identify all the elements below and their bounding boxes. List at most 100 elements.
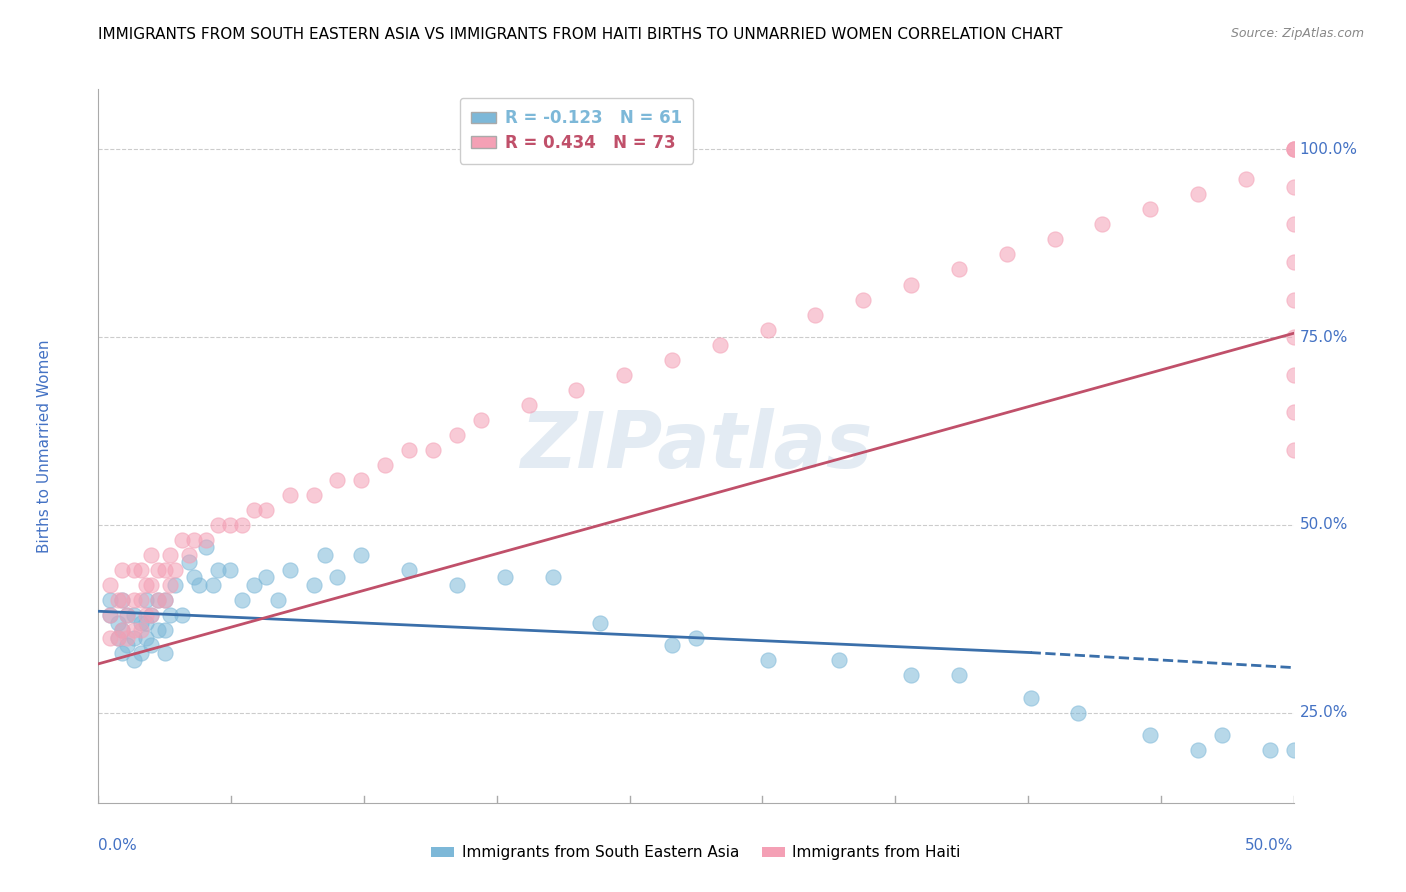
Point — [124, 631, 146, 645]
Point — [1282, 293, 1305, 307]
Point — [1043, 232, 1066, 246]
Point — [131, 593, 153, 607]
Point — [995, 247, 1018, 261]
Point — [1282, 330, 1305, 344]
Point — [517, 398, 540, 412]
Point — [243, 578, 266, 592]
Point — [398, 563, 420, 577]
Point — [131, 563, 153, 577]
Point — [756, 653, 779, 667]
Point — [111, 623, 134, 637]
Point — [135, 615, 157, 630]
Point — [163, 563, 186, 577]
Point — [139, 607, 162, 622]
Point — [124, 623, 146, 637]
Point — [589, 615, 612, 630]
Point — [541, 570, 564, 584]
Point — [398, 442, 420, 457]
Point — [124, 653, 146, 667]
Point — [98, 578, 122, 592]
Point — [207, 563, 229, 577]
Point — [422, 442, 444, 457]
Point — [254, 503, 277, 517]
Point — [1282, 743, 1305, 757]
Point — [183, 533, 205, 547]
Text: 0.0%: 0.0% — [98, 838, 138, 854]
Point — [131, 646, 153, 660]
Point — [159, 578, 181, 592]
Point — [326, 570, 349, 584]
Point — [163, 578, 186, 592]
Point — [446, 578, 468, 592]
Point — [111, 563, 134, 577]
Point — [1282, 442, 1305, 457]
Point — [194, 541, 217, 555]
Point — [219, 563, 242, 577]
Point — [315, 548, 337, 562]
Point — [613, 368, 636, 382]
Point — [1019, 690, 1042, 705]
Text: ZIPatlas: ZIPatlas — [520, 408, 872, 484]
Point — [1282, 142, 1305, 156]
Point — [685, 631, 707, 645]
Point — [98, 631, 122, 645]
Point — [350, 548, 373, 562]
Point — [1139, 202, 1161, 217]
Legend: Immigrants from South Eastern Asia, Immigrants from Haiti: Immigrants from South Eastern Asia, Immi… — [425, 839, 967, 866]
Point — [124, 607, 146, 622]
Point — [1282, 142, 1305, 156]
Point — [124, 563, 146, 577]
Point — [107, 631, 129, 645]
Point — [1187, 743, 1209, 757]
Point — [139, 548, 162, 562]
Point — [231, 593, 253, 607]
Point — [267, 593, 290, 607]
Point — [1187, 187, 1209, 202]
Point — [148, 623, 170, 637]
Point — [494, 570, 516, 584]
Point — [139, 578, 162, 592]
Point — [155, 593, 177, 607]
Point — [155, 646, 177, 660]
Point — [1211, 728, 1233, 742]
Point — [302, 488, 325, 502]
Point — [948, 262, 970, 277]
Point — [828, 653, 851, 667]
Point — [135, 578, 157, 592]
Point — [756, 322, 779, 336]
Text: 100.0%: 100.0% — [1299, 142, 1358, 157]
Point — [219, 517, 242, 532]
Point — [900, 668, 922, 682]
Point — [139, 638, 162, 652]
Point — [111, 593, 134, 607]
Text: IMMIGRANTS FROM SOUTH EASTERN ASIA VS IMMIGRANTS FROM HAITI BIRTHS TO UNMARRIED : IMMIGRANTS FROM SOUTH EASTERN ASIA VS IM… — [98, 27, 1063, 42]
Text: Source: ZipAtlas.com: Source: ZipAtlas.com — [1230, 27, 1364, 40]
Point — [159, 548, 181, 562]
Point — [107, 631, 129, 645]
Point — [111, 646, 134, 660]
Point — [470, 413, 492, 427]
Point — [172, 533, 194, 547]
Point — [1139, 728, 1161, 742]
Point — [243, 503, 266, 517]
Point — [115, 607, 138, 622]
Text: 75.0%: 75.0% — [1299, 329, 1348, 344]
Point — [852, 293, 875, 307]
Point — [1282, 405, 1305, 419]
Point — [565, 383, 588, 397]
Point — [115, 607, 138, 622]
Point — [135, 607, 157, 622]
Point — [278, 488, 301, 502]
Point — [804, 308, 827, 322]
Point — [202, 578, 225, 592]
Point — [948, 668, 970, 682]
Point — [302, 578, 325, 592]
Point — [111, 623, 134, 637]
Point — [155, 563, 177, 577]
Point — [374, 458, 396, 472]
Point — [187, 578, 209, 592]
Point — [124, 593, 146, 607]
Point — [1282, 218, 1305, 232]
Point — [139, 607, 162, 622]
Point — [1234, 172, 1257, 186]
